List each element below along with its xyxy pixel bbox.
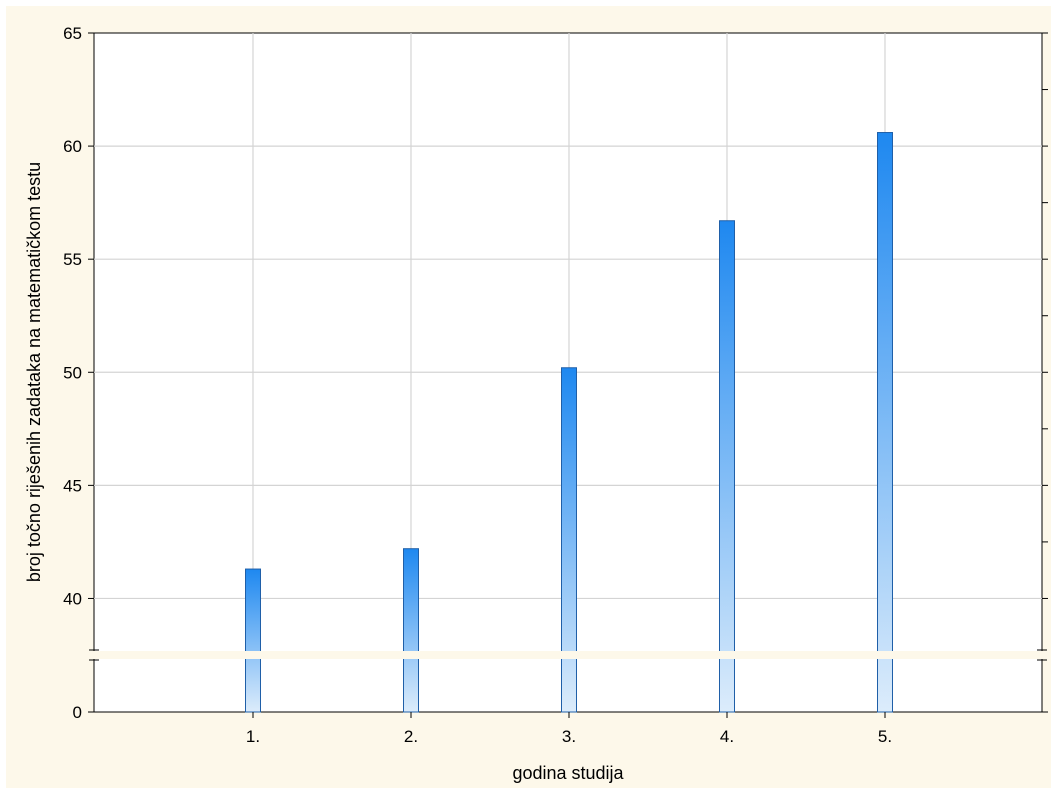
bar-3 — [561, 367, 577, 713]
x-axis-label: godina studija — [512, 763, 624, 783]
y-tick-label: 45 — [63, 476, 82, 495]
y-axis-label: broj točno riješenih zadataka na matemat… — [24, 162, 44, 582]
x-tick-label: 1. — [246, 727, 260, 746]
x-tick-label: 2. — [404, 727, 418, 746]
x-tick-label: 5. — [878, 727, 892, 746]
y-tick-label: 40 — [63, 589, 82, 608]
bar-1 — [245, 568, 261, 713]
x-tick-label: 3. — [562, 727, 576, 746]
y-tick-label: 55 — [63, 250, 82, 269]
y-tick-label: 0 — [73, 703, 82, 722]
bar-5 — [877, 132, 893, 713]
bars — [245, 132, 893, 713]
bar-4 — [719, 220, 735, 713]
y-tick-label: 65 — [63, 24, 82, 43]
y-ticks: 0 40 45 50 55 60 65 — [63, 24, 1048, 722]
x-tick-label: 4. — [720, 727, 734, 746]
x-ticks: 1. 2. 3. 4. 5. — [246, 712, 892, 746]
y-tick-label: 60 — [63, 137, 82, 156]
axis-break — [89, 649, 1047, 661]
y-tick-label: 50 — [63, 363, 82, 382]
bar-2 — [403, 548, 419, 713]
axis-break-band — [90, 651, 1046, 659]
